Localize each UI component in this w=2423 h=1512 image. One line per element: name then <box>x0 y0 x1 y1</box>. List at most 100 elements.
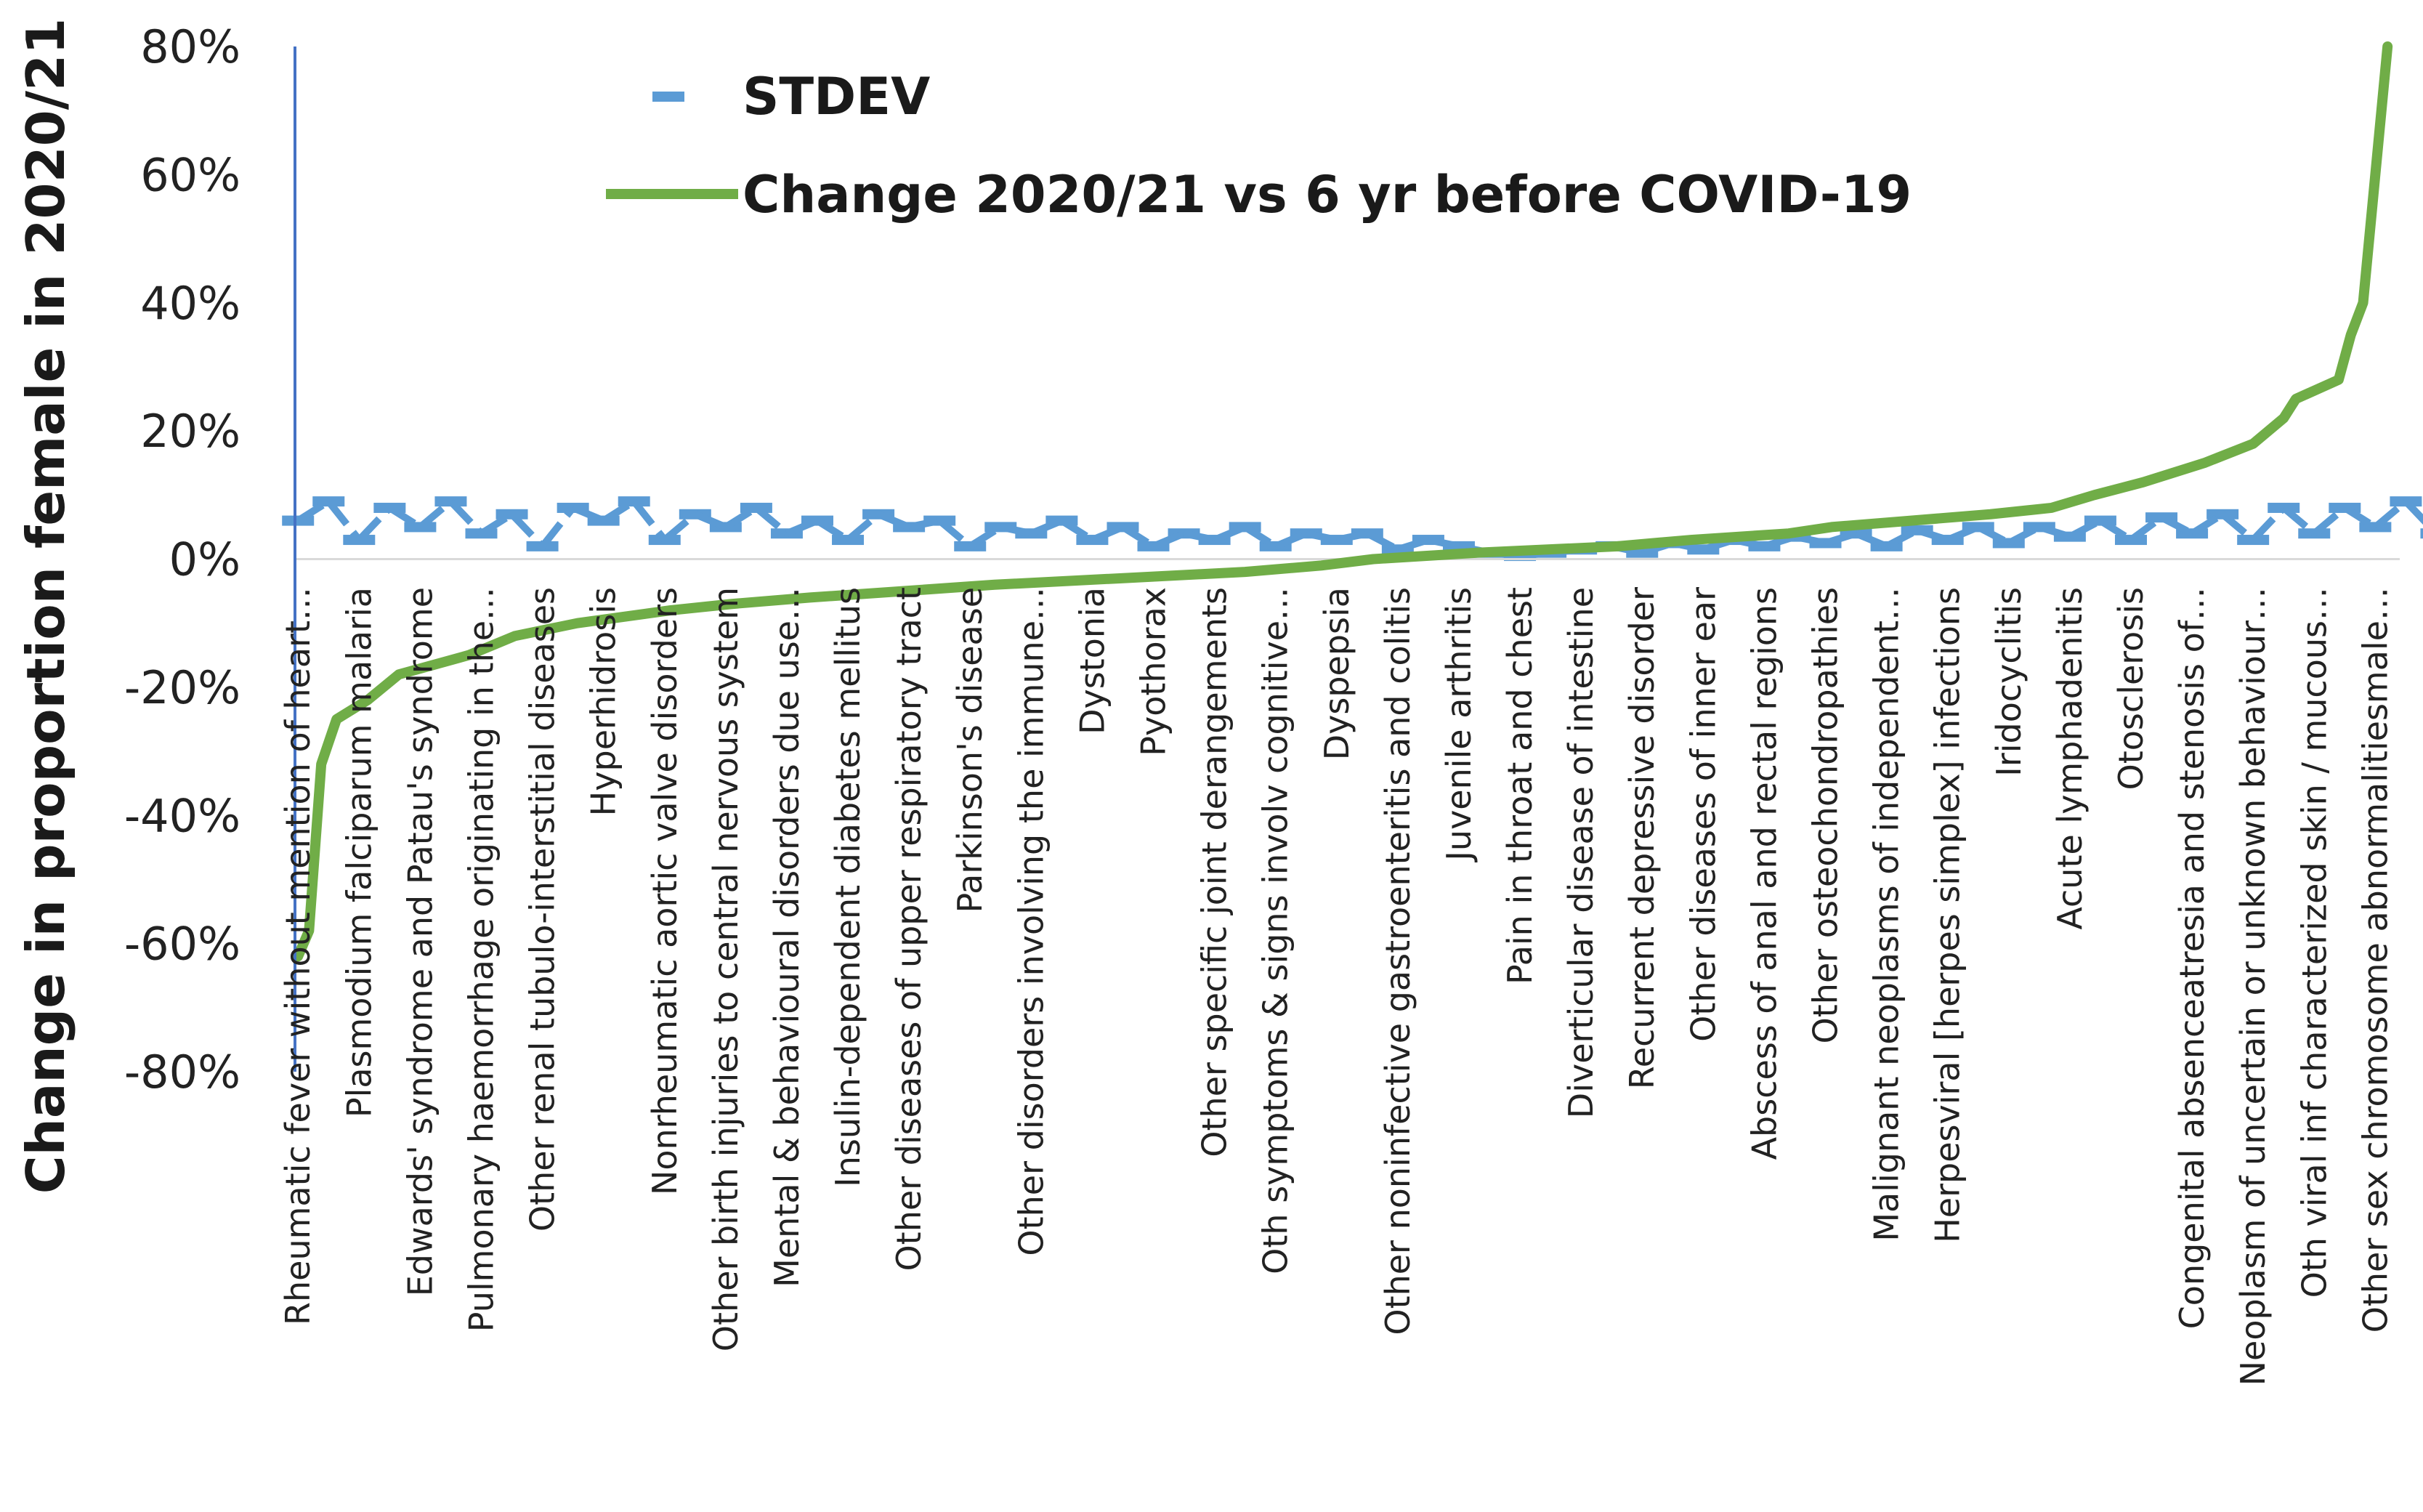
stdev-dash <box>418 498 453 530</box>
stdev-dash <box>662 511 698 543</box>
y-axis-title: Change in proportion female in 2020/21 <box>15 18 76 1194</box>
category-label: Juvenile arthritis <box>1439 587 1479 863</box>
category-label: Mental & behavioural disorders due use… <box>767 587 806 1287</box>
category-label: Pyothorax <box>1134 587 1173 756</box>
category-label: Iridocyclitis <box>1989 587 2028 777</box>
change-line <box>293 41 2393 962</box>
stdev-dash <box>1091 523 1125 543</box>
stdev-dash <box>1305 530 1338 543</box>
stdev-dash <box>2129 514 2164 543</box>
category-label: Parkinson's disease <box>950 587 990 913</box>
stdev-dash <box>571 504 605 525</box>
category-label: Other sex chromosome abnormalitiesmale… <box>2355 587 2395 1333</box>
stdev-dash <box>1916 527 1949 543</box>
stdev-dash <box>2038 523 2071 541</box>
stdev-dash <box>937 517 973 549</box>
stdev-dash <box>631 499 668 543</box>
stdev-dash <box>785 517 819 537</box>
stdev-dash <box>1120 524 1156 550</box>
y-tick-label: -20% <box>124 661 240 714</box>
stdev-dash <box>2190 511 2225 537</box>
category-label: Other diseases of upper respiratory trac… <box>889 587 929 1272</box>
stdev-dash <box>2373 498 2408 530</box>
category-label: Other osteochondropathies <box>1806 587 1845 1043</box>
y-axis-ticks: 80% 60% 40% 20% 0% -20% -40% -60% -80% <box>124 20 240 1099</box>
y-tick-label: 80% <box>140 20 240 73</box>
category-label: Plasmodium falciparum malaria <box>339 587 379 1117</box>
stdev-dash <box>448 498 485 536</box>
stdev-dash <box>1365 530 1400 553</box>
stdev-dash <box>968 524 1003 550</box>
category-label: Other birth injuries to central nervous … <box>706 587 745 1351</box>
stdev-dash <box>2068 517 2103 541</box>
stdev-dash <box>602 498 636 524</box>
category-label: Insulin-dependent diabetes mellitus <box>828 587 867 1187</box>
stdev-dash <box>2250 505 2286 543</box>
y-tick-label: -60% <box>124 918 240 971</box>
stdev-dash <box>1242 524 1278 550</box>
stdev-dash <box>1183 530 1215 543</box>
y-tick-label: 40% <box>140 277 240 330</box>
stdev-dash <box>1976 523 2011 546</box>
category-label: Other renal tubulo-interstitial diseases <box>523 587 562 1232</box>
stdev-dash <box>1854 530 1888 550</box>
stdev-dash <box>1885 527 1919 550</box>
stdev-dash <box>2342 504 2378 530</box>
stdev-dash <box>1000 523 1032 538</box>
category-label: Oth viral inf characterized skin / mucou… <box>2294 587 2334 1298</box>
stdev-dash <box>1213 523 1247 543</box>
stdev-dash <box>877 511 911 531</box>
stdev-dash <box>2098 517 2133 543</box>
y-tick-label: 20% <box>140 405 240 458</box>
category-label: Hyperhidrosis <box>584 587 623 816</box>
legend-stdev-marker <box>652 92 684 102</box>
stdev-dash <box>815 517 850 543</box>
stdev-dash <box>1274 530 1308 550</box>
category-label: Herpesviral [herpes simplex] infections <box>1928 587 1967 1243</box>
stdev-dash <box>753 505 790 537</box>
stdev-dash <box>2159 514 2194 537</box>
stdev-dash <box>693 511 727 531</box>
stdev-dash <box>1794 533 1827 547</box>
stdev-series <box>282 496 2423 562</box>
stdev-dash <box>539 505 576 549</box>
stdev-dash <box>2281 505 2317 537</box>
category-label: Congenital absenceatresia and stenosis o… <box>2172 587 2212 1329</box>
stdev-dash <box>1396 536 1430 554</box>
stdev-dash <box>2312 505 2347 537</box>
category-label: Neoplasm of uncertain or unknown behavio… <box>2233 587 2273 1386</box>
stdev-dash <box>1030 517 1064 537</box>
stdev-dash <box>1824 530 1858 547</box>
legend-change-label: Change 2020/21 vs 6 yr before COVID-19 <box>743 165 1912 225</box>
category-label: Oth symptoms & signs involv cognitive… <box>1256 587 1295 1274</box>
category-label: Other noninfective gastroenteritis and c… <box>1378 587 1417 1335</box>
category-label: Other diseases of inner ear <box>1683 587 1723 1042</box>
stdev-dash <box>845 511 881 543</box>
stdev-dash <box>2007 523 2042 546</box>
stdev-dash <box>2403 498 2423 525</box>
legend-stdev-label: STDEV <box>743 67 930 126</box>
category-label: Other disorders involving the immune… <box>1011 587 1051 1256</box>
y-tick-label: -40% <box>124 789 240 842</box>
category-label: Pulmonary haemorrhage originating in the… <box>461 587 501 1332</box>
stdev-dash <box>1059 517 1095 543</box>
stdev-dash <box>356 505 392 543</box>
category-label: Otosclerosis <box>2111 587 2151 790</box>
category-label: Recurrent depressive disorder <box>1622 587 1662 1089</box>
stdev-dash <box>509 512 546 549</box>
stdev-dash <box>1152 530 1186 550</box>
stdev-dash <box>479 511 514 537</box>
y-tick-label: 0% <box>169 533 240 586</box>
change-series <box>293 41 2393 962</box>
stdev-dash <box>296 498 331 524</box>
stdev-dash <box>724 504 759 530</box>
stdev-dash <box>1946 523 1980 543</box>
stdev-dash <box>387 504 423 530</box>
category-label: Malignant neoplasms of independent… <box>1867 587 1906 1242</box>
stdev-dash <box>2220 511 2256 543</box>
stdev-dash <box>1427 536 1460 550</box>
stdev-dash <box>908 517 941 531</box>
category-label: Abscess of anal and rectal regions <box>1744 587 1784 1160</box>
category-label: Other specific joint derangements <box>1195 587 1234 1157</box>
